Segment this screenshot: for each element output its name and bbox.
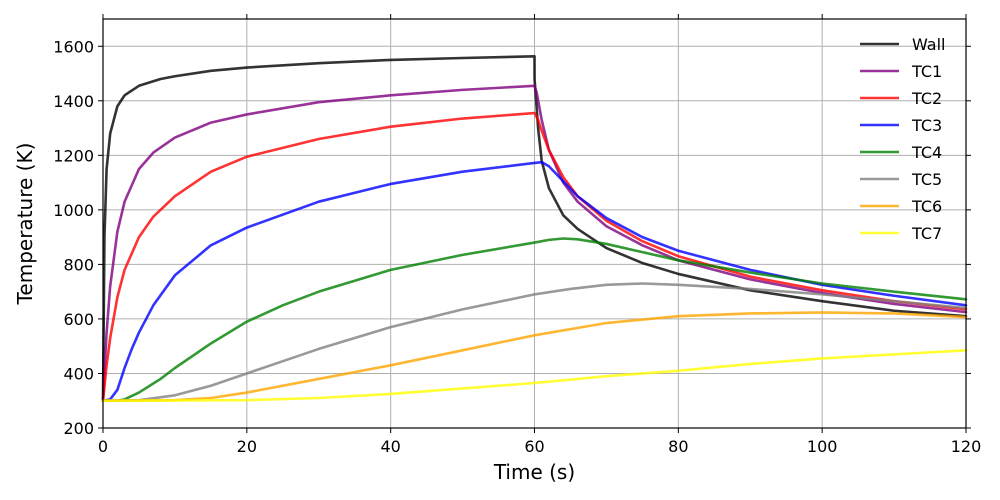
x-tick-label: 80	[668, 437, 688, 456]
legend-label: TC3	[911, 116, 942, 135]
y-tick-label: 200	[63, 419, 94, 438]
legend-label: TC4	[911, 143, 942, 162]
legend-item-tc4: TC4	[860, 143, 942, 162]
legend-item-tc6: TC6	[860, 197, 942, 216]
legend-label: TC2	[911, 89, 942, 108]
y-tick-label: 800	[63, 255, 94, 274]
y-tick-label: 1200	[53, 146, 94, 165]
series-line-tc7	[101, 348, 968, 403]
grid	[102, 19, 967, 429]
axis-ticks: 0 20 40 60 80 100 120 200 400 600 800 1000 1200 1400 1…	[53, 14, 981, 456]
x-tick-label: 40	[380, 437, 400, 456]
series-line-wall	[101, 55, 968, 403]
legend-item-tc5: TC5	[860, 170, 942, 189]
y-tick-label: 400	[63, 364, 94, 383]
legend-label: TC7	[911, 224, 942, 243]
x-tick-label: 60	[524, 437, 544, 456]
y-tick-label: 1400	[53, 92, 94, 111]
series-line-tc3	[101, 160, 968, 403]
y-tick-label: 1000	[53, 201, 94, 220]
legend-item-tc7: TC7	[860, 224, 942, 243]
series-line-tc5	[101, 282, 968, 403]
legend-item-wall: Wall	[860, 35, 946, 54]
legend-item-tc1: TC1	[860, 62, 942, 81]
x-tick-label: 100	[807, 437, 838, 456]
legend: Wall TC1 TC2 TC3 TC4 TC5 TC6 TC7	[860, 35, 946, 243]
x-axis-label: Time (s)	[493, 460, 575, 484]
legend-label: TC6	[911, 197, 942, 216]
legend-label: TC1	[911, 62, 942, 81]
x-tick-label: 120	[951, 437, 982, 456]
y-tick-label: 600	[63, 310, 94, 329]
legend-label: Wall	[912, 35, 946, 54]
legend-item-tc2: TC2	[860, 89, 942, 108]
series-line-tc6	[101, 311, 968, 403]
series-line-tc2	[101, 111, 968, 403]
series-line-tc4	[101, 237, 968, 403]
legend-label: TC5	[911, 170, 942, 189]
y-axis-label: Temperature (K)	[13, 143, 37, 306]
plot-lines	[101, 55, 968, 403]
x-tick-label: 0	[98, 437, 108, 456]
x-tick-label: 20	[237, 437, 257, 456]
y-tick-label: 1600	[53, 37, 94, 56]
legend-item-tc3: TC3	[860, 116, 942, 135]
